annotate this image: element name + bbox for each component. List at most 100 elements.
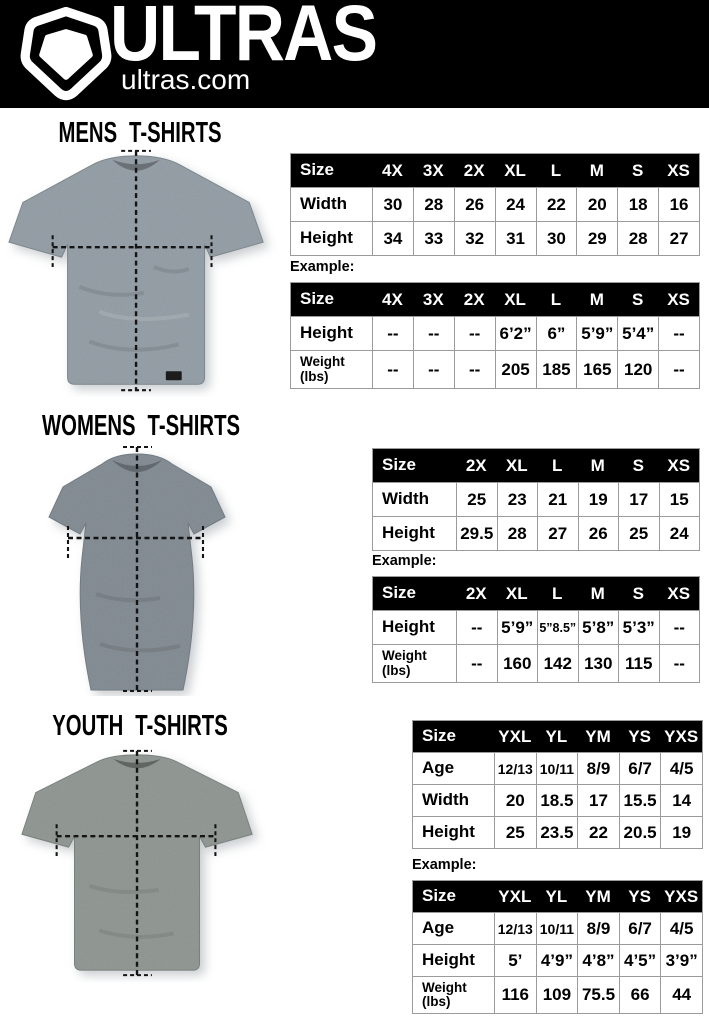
hem-tag xyxy=(165,371,182,381)
value-cell: -- xyxy=(658,317,699,350)
size-column-header: XL xyxy=(504,160,526,180)
size-column-header: L xyxy=(550,160,562,180)
row-label: Weight (lbs) xyxy=(422,979,467,1009)
brand-wordmark: ULTRAS xyxy=(110,0,378,77)
size-column-header: 3X xyxy=(422,160,444,180)
size-column-header: YXL xyxy=(498,886,532,906)
table-header-row: Size 4X 3X 2X XL L M S XS xyxy=(291,154,699,187)
value-cell: 24 xyxy=(494,188,536,221)
value-cell: 5”8.5” xyxy=(537,611,578,644)
size-column-header: 2X xyxy=(463,160,485,180)
size-column-header: YS xyxy=(628,886,651,906)
size-label-header: Size xyxy=(422,726,457,746)
table-row: Width 20 18.5 17 15.5 14 xyxy=(413,784,702,816)
table-header-row: Size YXL YL YM YS YXS xyxy=(413,721,702,752)
value-cell: 6” xyxy=(535,317,577,350)
value-cell: 24 xyxy=(658,517,700,550)
value-cell: 44 xyxy=(660,977,702,1013)
value-cell: 29 xyxy=(576,222,617,255)
value-cell: 30 xyxy=(535,222,577,255)
row-label: Height xyxy=(382,617,435,637)
table-header-row: Size YXL YL YM YS YXS xyxy=(413,881,702,912)
value-cell: 10/11 xyxy=(535,913,578,944)
row-label: Width xyxy=(422,790,470,810)
tshirt-graphic xyxy=(8,155,264,385)
section-title-womens: WOMENS T-SHIRTS xyxy=(42,410,241,442)
section-title-youth: YOUTH T-SHIRTS xyxy=(52,710,228,742)
value-cell: 8/9 xyxy=(577,913,619,944)
value-cell: -- xyxy=(372,351,413,388)
table-row: Weight (lbs) -- 160 142 130 115 -- xyxy=(373,644,699,682)
size-column-header: YL xyxy=(545,886,568,906)
site-header: ULTRAS ultras.com xyxy=(0,0,709,108)
size-column-header: L xyxy=(550,289,562,309)
value-cell: -- xyxy=(453,317,495,350)
value-cell: 165 xyxy=(576,351,617,388)
value-cell: 4/5 xyxy=(660,913,702,944)
value-cell: 23 xyxy=(496,483,538,516)
logo-outer-pentagon xyxy=(20,6,112,101)
value-cell: 17 xyxy=(577,785,619,816)
row-label: Height xyxy=(382,523,435,543)
row-label: Weight (lbs) xyxy=(300,354,345,384)
value-cell: 75.5 xyxy=(577,977,619,1013)
row-label: Height xyxy=(300,323,353,343)
value-cell: 28 xyxy=(617,222,658,255)
value-cell: 27 xyxy=(537,517,578,550)
value-cell: -- xyxy=(456,611,497,644)
size-column-header: XS xyxy=(667,160,690,180)
value-cell: 5’3” xyxy=(618,611,659,644)
size-column-header: 4X xyxy=(382,289,403,309)
value-cell: 15.5 xyxy=(618,785,661,816)
size-column-header: XL xyxy=(505,583,528,603)
table-row: Height 5’ 4’9” 4’8” 4’5” 3’9” xyxy=(413,944,702,976)
value-cell: 26 xyxy=(453,188,495,221)
row-label: Age xyxy=(422,758,455,778)
size-column-header: S xyxy=(632,289,644,309)
value-cell: 4’9” xyxy=(535,945,578,976)
value-cell: 5’ xyxy=(494,945,536,976)
row-label: Age xyxy=(422,918,455,938)
table-header-row: Size 2X XL L M S XS xyxy=(373,577,699,610)
value-cell: 5’9” xyxy=(576,317,617,350)
value-cell: -- xyxy=(658,351,699,388)
size-column-header: 2X xyxy=(465,583,487,603)
section-title-mens: MENS T-SHIRTS xyxy=(58,117,222,149)
value-cell: 20.5 xyxy=(618,817,661,848)
size-column-header: M xyxy=(589,160,604,180)
youth-size-table: Size YXL YL YM YS YXS Age 12/13 10/11 8/9 6/7 4/5 Wi… xyxy=(412,720,703,849)
value-cell: 27 xyxy=(658,222,699,255)
value-cell: 5’4” xyxy=(617,317,658,350)
value-cell: 5’9” xyxy=(496,611,538,644)
row-label: Height xyxy=(422,950,475,970)
value-cell: 12/13 xyxy=(494,913,536,944)
value-cell: 22 xyxy=(535,188,577,221)
row-label: Weight (lbs) xyxy=(382,648,427,678)
value-cell: 6/7 xyxy=(618,913,661,944)
logo-inner-pentagon xyxy=(39,29,93,80)
value-cell: 4’8” xyxy=(577,945,619,976)
value-cell: 185 xyxy=(535,351,577,388)
value-cell: -- xyxy=(658,611,700,644)
size-column-header: XS xyxy=(667,455,691,475)
table-row: Weight (lbs) -- -- -- 205 185 165 120 -- xyxy=(291,350,699,388)
measurement-lines xyxy=(66,445,205,693)
size-column-header: S xyxy=(632,160,644,180)
size-label-header: Size xyxy=(422,886,457,906)
value-cell: 130 xyxy=(577,645,619,682)
value-cell: 29.5 xyxy=(456,517,497,550)
size-column-header: XS xyxy=(667,289,690,309)
womens-example-label: Example: xyxy=(372,553,437,569)
size-column-header: YM xyxy=(585,726,611,746)
value-cell: 17 xyxy=(618,483,659,516)
value-cell: 32 xyxy=(453,222,495,255)
table-row: Width 30 28 26 24 22 20 18 16 xyxy=(291,187,699,221)
size-column-header: S xyxy=(632,455,644,475)
value-cell: 14 xyxy=(660,785,702,816)
value-cell: 23.5 xyxy=(535,817,578,848)
size-column-header: L xyxy=(552,583,563,603)
row-label: Width xyxy=(382,489,430,509)
table-row: Height 34 33 32 31 30 29 28 27 xyxy=(291,221,699,255)
value-cell: 205 xyxy=(494,351,536,388)
